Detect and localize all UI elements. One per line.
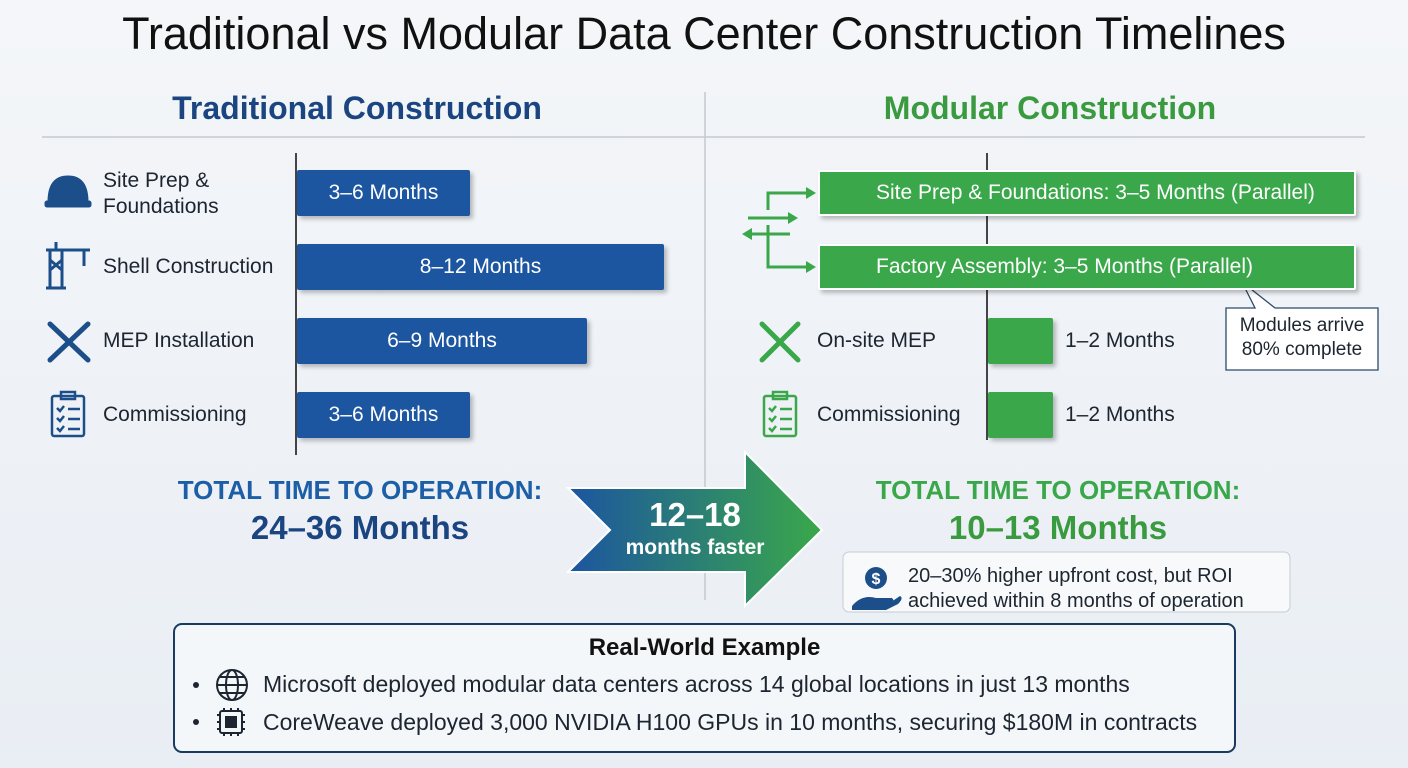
step-label: MEP Installation <box>103 329 255 352</box>
duration-label: 1–2 Months <box>1065 403 1175 426</box>
modular-heading: Modular Construction <box>883 90 1217 126</box>
duration-bar: 3–6 Months <box>297 170 470 216</box>
savings-value: 12–18 <box>649 496 741 533</box>
step-label: Shell Construction <box>103 255 274 278</box>
duration-bar: 3–6 Months <box>297 392 470 438</box>
svg-text:$: $ <box>872 571 881 588</box>
step-label: Commissioning <box>103 403 247 426</box>
duration-bar <box>988 392 1053 438</box>
example-title: Real-World Example <box>588 634 821 661</box>
total-label: TOTAL TIME TO OPERATION: <box>177 475 543 505</box>
example-item: CoreWeave deployed 3,000 NVIDIA H100 GPU… <box>263 709 1198 735</box>
example-item: Microsoft deployed modular data centers … <box>263 671 1130 697</box>
roi-note: 20–30% higher upfront cost, but ROI achi… <box>908 565 1244 612</box>
parallel-bar: Site Prep & Foundations: 3–5 Months (Par… <box>818 170 1356 216</box>
total-label: TOTAL TIME TO OPERATION: <box>875 475 1241 505</box>
duration-bar: 6–9 Months <box>297 318 587 364</box>
parallel-bar: Factory Assembly: 3–5 Months (Parallel) <box>818 244 1356 290</box>
duration-bar <box>988 318 1053 364</box>
step-label: Commissioning <box>817 403 961 426</box>
traditional-heading: Traditional Construction <box>172 90 542 126</box>
callout: Modules arrive 80% complete <box>1239 315 1365 360</box>
savings-label: months faster <box>625 536 765 559</box>
step-label: Site Prep & Foundations <box>103 169 219 218</box>
title: Traditional vs Modular Data Center Const… <box>122 8 1286 59</box>
duration-bar: 8–12 Months <box>297 244 664 290</box>
duration-label: 1–2 Months <box>1065 329 1175 352</box>
total-value: 24–36 Months <box>250 509 470 546</box>
total-value: 10–13 Months <box>948 509 1168 546</box>
step-label: On-site MEP <box>817 329 937 352</box>
